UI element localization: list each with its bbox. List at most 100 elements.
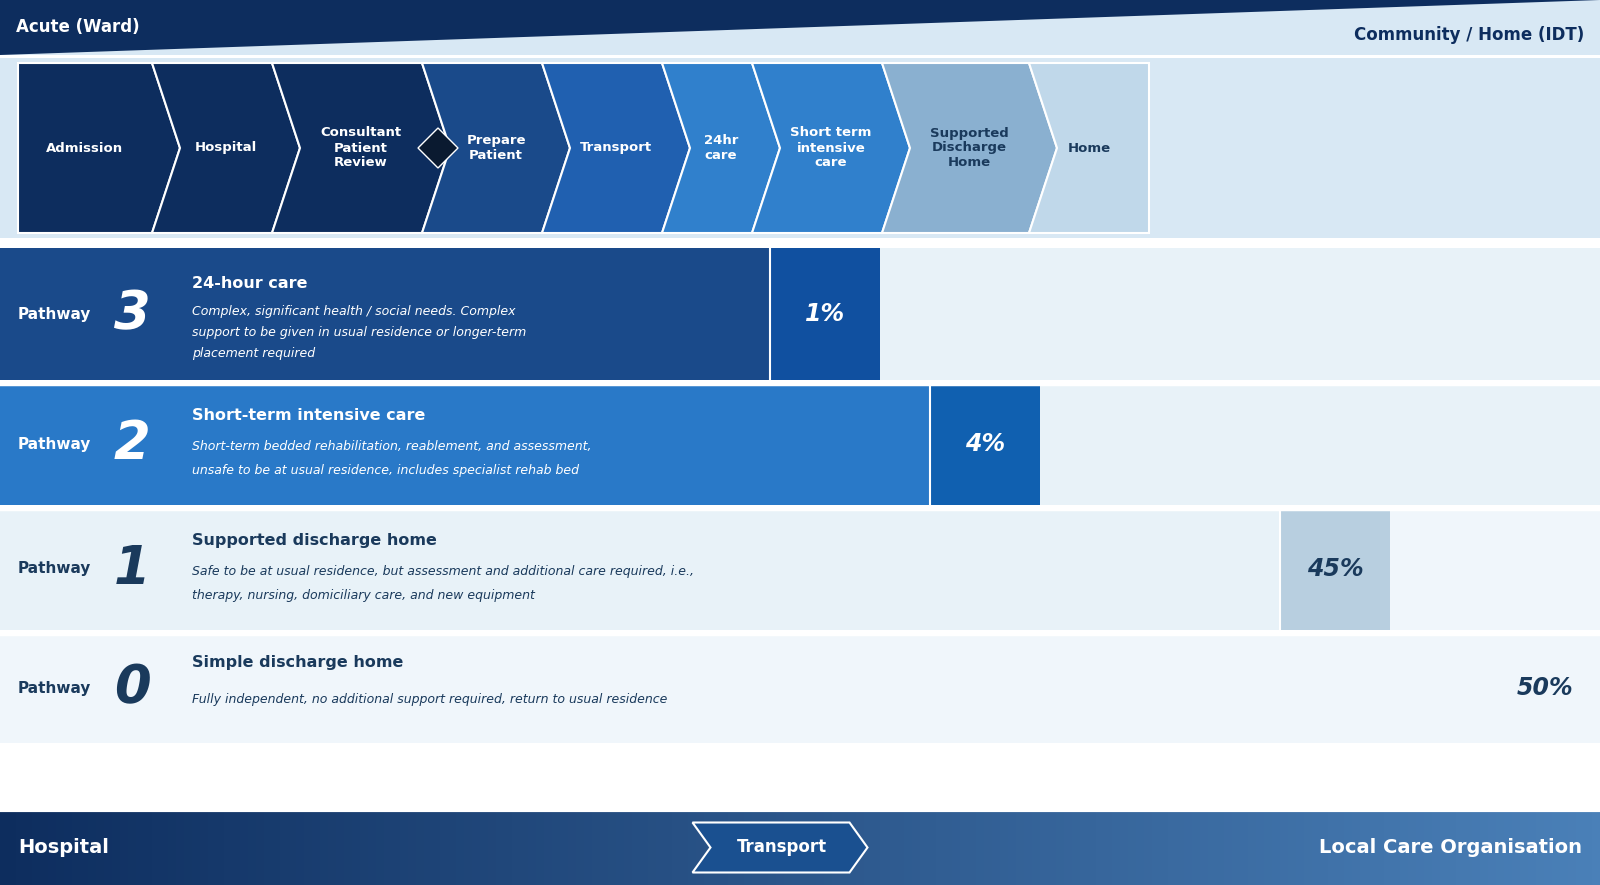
Bar xyxy=(960,810,970,885)
Bar xyxy=(1568,810,1578,885)
Bar xyxy=(536,810,546,885)
Bar xyxy=(1320,810,1330,885)
Bar xyxy=(1256,810,1266,885)
Bar xyxy=(1008,810,1018,885)
Bar xyxy=(664,810,674,885)
Bar xyxy=(1232,810,1242,885)
Bar xyxy=(1400,810,1410,885)
Text: Short term
intensive
care: Short term intensive care xyxy=(790,127,872,170)
Text: Supported
Discharge
Home: Supported Discharge Home xyxy=(930,127,1010,170)
Text: Hospital: Hospital xyxy=(18,838,109,857)
Bar xyxy=(0,508,1600,630)
Bar xyxy=(216,810,226,885)
Bar xyxy=(16,810,26,885)
Bar xyxy=(696,810,706,885)
Text: Complex, significant health / social needs. Complex: Complex, significant health / social nee… xyxy=(192,304,515,318)
Bar xyxy=(1088,810,1098,885)
Bar xyxy=(1216,810,1226,885)
Bar xyxy=(1360,810,1370,885)
Bar xyxy=(1528,810,1538,885)
Bar xyxy=(1496,810,1506,885)
Text: Prepare
Patient: Prepare Patient xyxy=(466,134,526,162)
Bar xyxy=(480,810,490,885)
Bar xyxy=(56,810,66,885)
Bar xyxy=(728,810,738,885)
Bar xyxy=(1184,810,1194,885)
Bar xyxy=(96,810,106,885)
Text: unsafe to be at usual residence, includes specialist rehab bed: unsafe to be at usual residence, include… xyxy=(192,465,579,477)
Bar xyxy=(224,810,234,885)
Text: Pathway: Pathway xyxy=(18,681,91,696)
Bar xyxy=(1408,810,1418,885)
Polygon shape xyxy=(418,128,458,168)
Bar xyxy=(1280,508,1390,630)
Bar xyxy=(72,810,82,885)
Text: 3: 3 xyxy=(114,288,150,340)
Bar xyxy=(272,810,282,885)
Bar xyxy=(296,810,306,885)
Bar xyxy=(768,810,778,885)
Text: Admission: Admission xyxy=(46,142,123,155)
Bar xyxy=(1064,810,1074,885)
Bar xyxy=(584,810,594,885)
Bar xyxy=(680,810,690,885)
Bar xyxy=(848,810,858,885)
Bar xyxy=(792,810,802,885)
Bar xyxy=(1490,633,1600,743)
Bar xyxy=(1272,810,1282,885)
Bar xyxy=(160,810,170,885)
Text: Acute (Ward): Acute (Ward) xyxy=(16,19,139,36)
Text: support to be given in usual residence or longer-term: support to be given in usual residence o… xyxy=(192,326,526,339)
Bar xyxy=(384,810,394,885)
Bar xyxy=(8,810,18,885)
Bar xyxy=(1040,810,1050,885)
Text: Pathway: Pathway xyxy=(18,436,91,451)
Text: 45%: 45% xyxy=(1307,557,1363,581)
Polygon shape xyxy=(662,63,781,233)
Bar xyxy=(1376,810,1386,885)
Bar xyxy=(648,810,658,885)
Bar xyxy=(352,810,362,885)
Bar xyxy=(240,810,250,885)
Bar xyxy=(592,810,602,885)
Bar xyxy=(1472,810,1482,885)
Bar xyxy=(200,810,210,885)
Bar xyxy=(888,810,898,885)
Bar xyxy=(1160,810,1170,885)
Bar xyxy=(896,810,906,885)
Text: 0: 0 xyxy=(114,662,150,714)
Bar xyxy=(312,810,322,885)
Bar xyxy=(552,810,562,885)
Bar xyxy=(64,810,74,885)
Bar xyxy=(1352,810,1362,885)
Bar xyxy=(1312,810,1322,885)
Bar xyxy=(1288,810,1298,885)
Bar xyxy=(0,633,1600,743)
Bar xyxy=(880,810,890,885)
Bar xyxy=(48,810,58,885)
Bar xyxy=(344,810,354,885)
Bar xyxy=(336,810,346,885)
Bar xyxy=(1280,810,1290,885)
Bar xyxy=(1136,810,1146,885)
Bar xyxy=(688,810,698,885)
Bar xyxy=(1048,810,1058,885)
Bar xyxy=(1304,810,1314,885)
Bar xyxy=(856,810,866,885)
Text: 50%: 50% xyxy=(1517,676,1573,700)
Bar xyxy=(0,248,1600,380)
Bar xyxy=(0,633,1600,743)
Bar xyxy=(464,810,474,885)
Bar xyxy=(1584,810,1594,885)
Polygon shape xyxy=(422,63,570,233)
Bar xyxy=(1520,810,1530,885)
Bar xyxy=(128,810,138,885)
Text: Supported discharge home: Supported discharge home xyxy=(192,534,437,549)
Bar xyxy=(1384,810,1394,885)
Bar xyxy=(968,810,978,885)
Bar xyxy=(1576,810,1586,885)
Bar xyxy=(1016,810,1026,885)
Bar xyxy=(1344,810,1354,885)
Bar xyxy=(512,810,522,885)
Bar xyxy=(808,810,818,885)
